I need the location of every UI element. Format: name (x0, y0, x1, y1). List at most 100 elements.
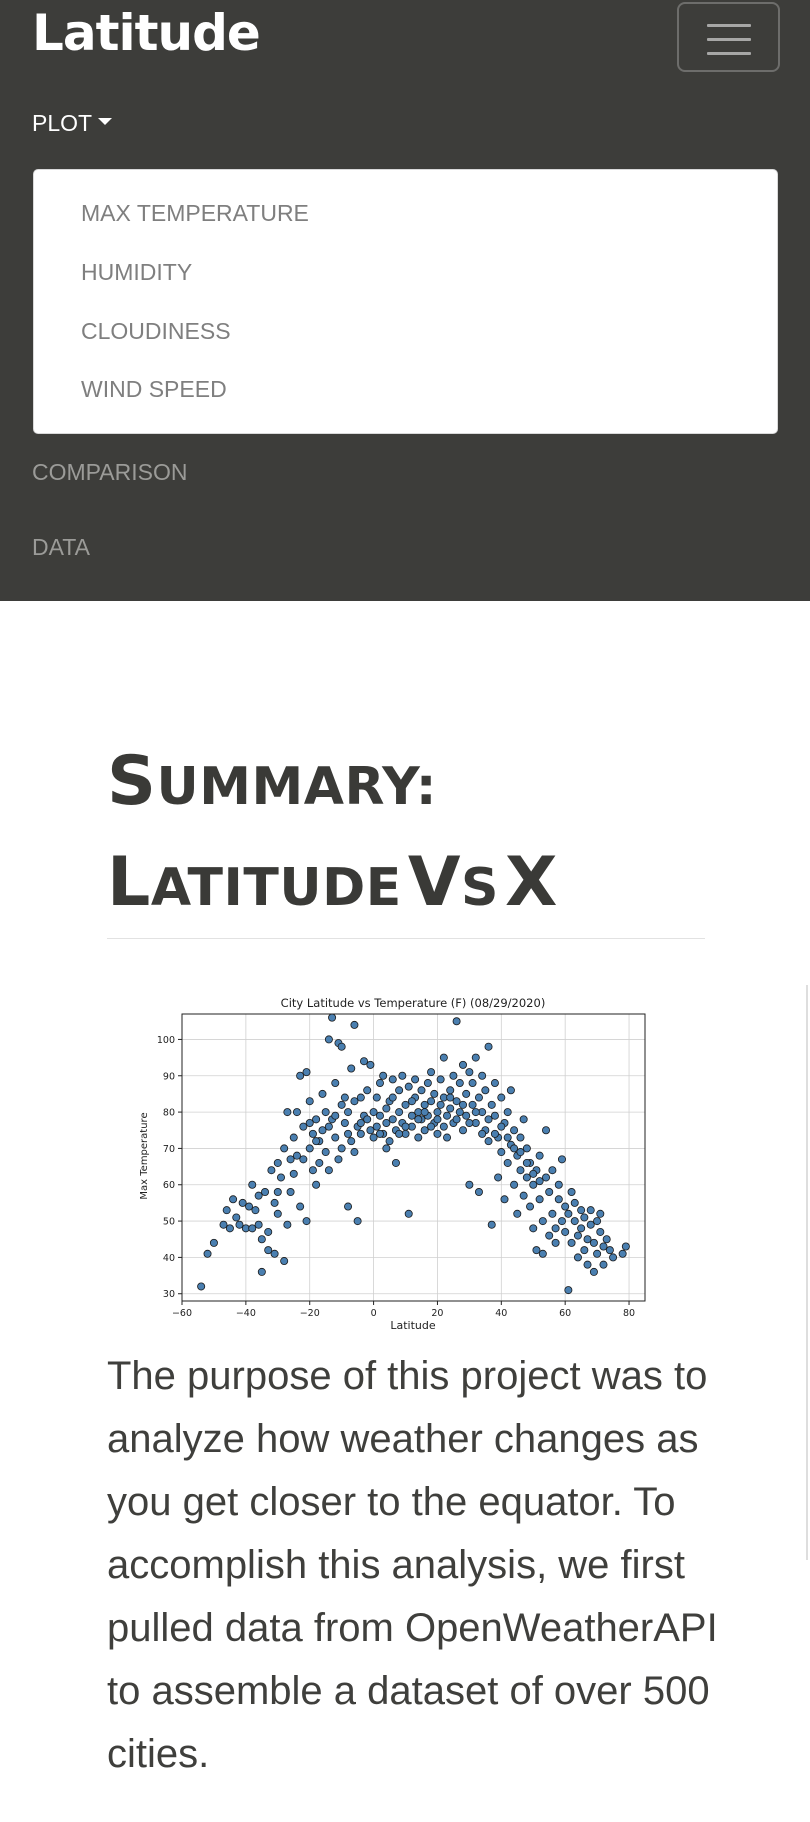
dropdown-item-cloudiness[interactable]: CLOUDINESS (81, 318, 231, 344)
scatter-point (618, 1249, 627, 1258)
scatter-point (404, 1209, 413, 1218)
scatter-point (513, 1209, 522, 1218)
scatter-point (296, 1202, 305, 1211)
scatter-point (273, 1209, 282, 1218)
dropdown-item-humidity[interactable]: HUMIDITY (81, 259, 193, 285)
scatter-point (474, 1093, 483, 1102)
scatter-point (267, 1166, 276, 1175)
scatter-point (363, 1086, 372, 1095)
scatter-point (433, 1115, 442, 1124)
scatter-point (280, 1144, 289, 1153)
scatter-point (264, 1246, 273, 1255)
y-tick-label: 70 (163, 1144, 175, 1155)
y-axis-label: Max Temperature (139, 1112, 150, 1199)
scatter-point (315, 1158, 324, 1167)
scatter-point (503, 1108, 512, 1117)
scatter-point (458, 1126, 467, 1135)
plot-frame (181, 1013, 646, 1302)
scatter-point (261, 1188, 270, 1197)
scatter-point (305, 1097, 314, 1106)
scatter-point (273, 1158, 282, 1167)
scatter-point (347, 1064, 356, 1073)
scatter-point (596, 1209, 605, 1218)
scatter-point (197, 1282, 206, 1291)
scatter-point (446, 1086, 455, 1095)
scatter-point (455, 1079, 464, 1088)
scatter-point (356, 1118, 365, 1127)
scatter-point (436, 1075, 445, 1084)
scatter-point (420, 1100, 429, 1109)
scatter-point (567, 1238, 576, 1247)
scatter-point (443, 1133, 452, 1142)
scatter-point (522, 1144, 531, 1153)
scatter-point (478, 1129, 487, 1138)
scatter-point (340, 1093, 349, 1102)
scatter-point (599, 1260, 608, 1269)
x-tick-label: −60 (172, 1308, 192, 1319)
navbar-toggler-button[interactable] (677, 2, 780, 72)
scatter-point (529, 1180, 538, 1189)
scatter-point (605, 1246, 614, 1255)
scatter-point (331, 1079, 340, 1088)
scatter-point (545, 1188, 554, 1197)
scatter-point (510, 1126, 519, 1135)
nav-link-data[interactable]: DATA (32, 534, 90, 560)
scatter-point (446, 1104, 455, 1113)
scatter-point (573, 1253, 582, 1262)
scatter-point (593, 1217, 602, 1226)
scatter-point (567, 1188, 576, 1197)
summary-paragraph: The purpose of this project was to analy… (107, 1354, 718, 1776)
scatter-point (347, 1137, 356, 1146)
scatter-point (372, 1122, 381, 1131)
scatter-point (350, 1020, 359, 1029)
scatter-point (506, 1086, 515, 1095)
scatter-point (570, 1198, 579, 1207)
scatter-point (238, 1198, 247, 1207)
dropdown-item-wind-speed[interactable]: WIND SPEED (81, 376, 227, 402)
scatter-point (465, 1180, 474, 1189)
scatter-point (366, 1060, 375, 1069)
scatter-point (548, 1166, 557, 1175)
scatter-point (363, 1115, 372, 1124)
scatter-point (270, 1249, 279, 1258)
navbar-brand[interactable]: Latitude (32, 4, 261, 62)
scatter-point (494, 1173, 503, 1182)
scatter-point (621, 1242, 630, 1251)
scatter-point (468, 1100, 477, 1109)
scatter-point (609, 1253, 618, 1262)
scatter-point (235, 1220, 244, 1229)
scatter-point (245, 1202, 254, 1211)
scatter-point (474, 1188, 483, 1197)
scatter-point (340, 1118, 349, 1127)
scatter-point (312, 1180, 321, 1189)
scatter-point (478, 1071, 487, 1080)
scatter-point (484, 1042, 493, 1051)
scatter-point (324, 1122, 333, 1131)
scatter-point (222, 1206, 231, 1215)
scatter-point (337, 1100, 346, 1109)
scatter-point (503, 1158, 512, 1167)
divider (107, 938, 705, 939)
scatter-point (203, 1249, 212, 1258)
scatter-point (334, 1155, 343, 1164)
scatter-point (586, 1206, 595, 1215)
scatter-point (395, 1086, 404, 1095)
scatter-point (548, 1209, 557, 1218)
scatter-point (344, 1129, 353, 1138)
scatter-point (417, 1086, 426, 1095)
scrollbar-track[interactable] (806, 985, 808, 1560)
scatter-point (344, 1202, 353, 1211)
nav-link-comparison[interactable]: COMPARISON (32, 459, 188, 485)
scatter-point (286, 1188, 295, 1197)
dropdown-item-max-temperature[interactable]: MAX TEMPERATURE (81, 200, 309, 226)
scatter-point (471, 1108, 480, 1117)
scatter-point (487, 1220, 496, 1229)
scatter-point (551, 1224, 560, 1233)
scatter-point (554, 1180, 563, 1189)
scatter-point (430, 1089, 439, 1098)
y-tick-label: 80 (163, 1108, 175, 1119)
scatter-point (289, 1169, 298, 1178)
y-tick-label: 50 (163, 1217, 175, 1228)
plot-dropdown-toggle[interactable]: PLOT (32, 110, 113, 137)
scatter-point (292, 1108, 301, 1117)
